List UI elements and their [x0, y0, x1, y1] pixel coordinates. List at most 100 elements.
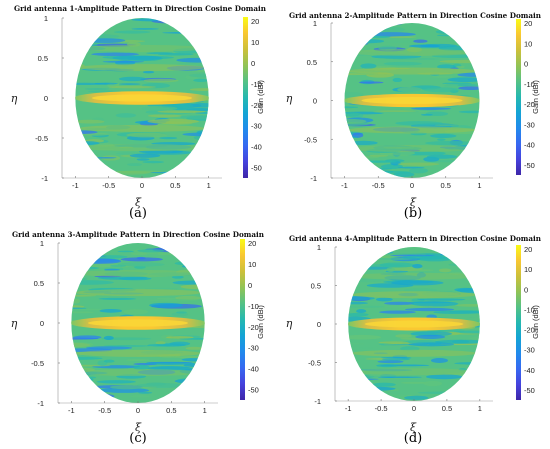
x-axis-label: ξ: [410, 196, 417, 209]
pattern-streak: [344, 92, 364, 97]
pattern-streak: [439, 59, 480, 64]
x-tick-label: 1: [477, 181, 481, 190]
pattern-streak: [75, 40, 100, 46]
pattern-streak: [157, 110, 206, 113]
pattern-streak: [447, 247, 480, 250]
colorbar-tick-label: 10: [251, 38, 259, 47]
pattern-streak: [175, 378, 199, 384]
pattern-streak: [395, 334, 413, 338]
pattern-streak: [75, 170, 108, 173]
y-tick-label: -0.5: [308, 359, 321, 368]
pattern-streak: [366, 391, 383, 396]
pattern-streak: [91, 52, 140, 56]
x-tick-label: 0.5: [170, 181, 180, 190]
pattern-streak: [142, 70, 155, 74]
pattern-streak: [81, 250, 92, 254]
axes: -1 -0.5 0 0.5 1 1 0.5 0 -0.5 -1: [35, 14, 222, 190]
pattern-streak: [71, 305, 85, 309]
pattern-streak: [454, 287, 477, 292]
pattern-streak: [353, 24, 382, 30]
pattern-streak: [98, 22, 113, 28]
pattern-streak: [400, 381, 430, 384]
pattern-streak: [186, 165, 209, 170]
y-tick-label: 1: [44, 14, 48, 23]
colorbar-tick-label: -10: [248, 302, 259, 311]
side-lobe-band: [74, 289, 202, 297]
side-lobe-band: [78, 64, 206, 72]
pattern-streak: [71, 308, 110, 311]
pattern-streak: [138, 391, 153, 394]
pattern-streak: [384, 301, 414, 305]
pattern-streak: [71, 294, 97, 297]
pattern-streak: [187, 35, 209, 39]
pattern-streak: [344, 136, 359, 139]
pattern-streak: [118, 83, 141, 85]
pattern-streak: [71, 356, 103, 360]
pattern-streak: [189, 73, 209, 78]
pattern-streak: [147, 114, 182, 118]
panel-caption: (b): [403, 206, 423, 221]
pattern-streak: [413, 39, 428, 43]
pattern-streak: [129, 153, 161, 158]
pattern-streak: [364, 160, 397, 164]
pattern-streak: [417, 391, 467, 394]
pattern-streak: [103, 335, 114, 341]
pattern-streak: [409, 167, 429, 174]
pattern-streak: [131, 18, 181, 22]
pattern-streak: [460, 161, 471, 167]
pattern-streak: [423, 87, 461, 93]
pattern-streak: [433, 310, 480, 315]
pattern-disc: [75, 18, 209, 178]
pattern-streak: [403, 288, 438, 293]
y-axis-label: η: [11, 317, 18, 330]
pattern-streak: [150, 171, 194, 174]
pattern-streak: [410, 301, 459, 307]
pattern-streak: [400, 346, 420, 351]
pattern-streak: [182, 132, 209, 137]
pattern-streak: [110, 264, 127, 268]
pattern-streak: [75, 164, 100, 170]
x-tick-label: 0.5: [166, 406, 176, 415]
pattern-streak: [180, 391, 197, 395]
pattern-streak: [71, 311, 95, 314]
pattern-streak: [397, 87, 423, 93]
pattern-streak: [363, 35, 391, 39]
pattern-streak: [88, 393, 115, 399]
colorbar-tick-label: -50: [251, 164, 262, 173]
pattern-streak: [137, 383, 187, 388]
pattern-streak: [378, 28, 406, 31]
pattern-streak: [149, 302, 183, 308]
pattern-streak: [176, 311, 188, 314]
pattern-streak: [189, 88, 209, 91]
colorbar-label: Gain (dBi): [531, 80, 540, 114]
pattern-streak: [157, 52, 194, 56]
pattern-streak: [101, 337, 152, 341]
pattern-streak: [147, 344, 173, 347]
pattern-streak: [136, 158, 150, 161]
pattern-streak: [454, 362, 480, 365]
pattern-streak: [373, 110, 417, 112]
pattern-streak: [172, 280, 205, 285]
x-tick-label: 0: [140, 181, 144, 190]
chart-title: Grid antenna 4-Amplitude Pattern in Dire…: [289, 234, 542, 243]
x-tick-label: 1: [203, 406, 207, 415]
pattern-streak: [180, 284, 205, 290]
pattern-streak: [126, 359, 150, 362]
pattern-streak: [344, 106, 359, 109]
pattern-streak: [129, 394, 150, 398]
pattern-streak: [438, 268, 452, 273]
axes: -1 -0.5 0 0.5 1 1 0.5 0 -0.5 -1: [308, 243, 493, 413]
side-lobe-band: [347, 145, 477, 153]
pattern-streak: [469, 277, 479, 279]
pattern-streak: [364, 32, 416, 37]
pattern-streak: [372, 382, 396, 387]
pattern-streak: [73, 335, 102, 340]
pattern-streak: [417, 298, 466, 301]
pattern-streak: [431, 75, 454, 78]
pattern-streak: [464, 251, 480, 254]
y-tick-label: -0.5: [304, 135, 317, 144]
colorbar-tick-label: -20: [251, 101, 262, 110]
pattern-streak: [127, 163, 143, 166]
main-beam-core: [88, 319, 188, 327]
x-tick-label: 0: [136, 406, 140, 415]
